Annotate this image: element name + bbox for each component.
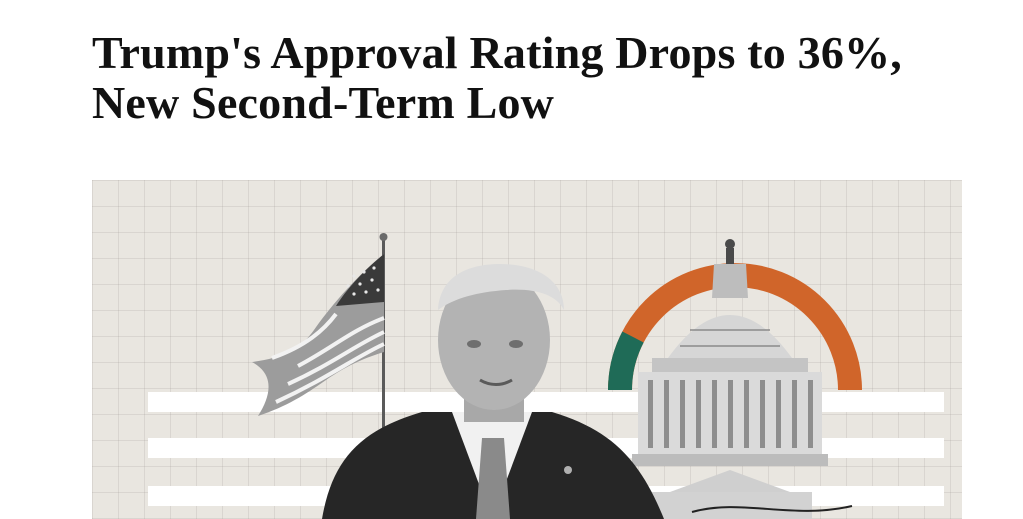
american-flag: [252, 233, 388, 508]
capitol-dome: [632, 239, 853, 519]
trump-portrait: [322, 264, 664, 519]
hero-image: [92, 180, 962, 519]
article-headline: Trump's Approval Rating Drops to 36%, Ne…: [92, 27, 902, 128]
